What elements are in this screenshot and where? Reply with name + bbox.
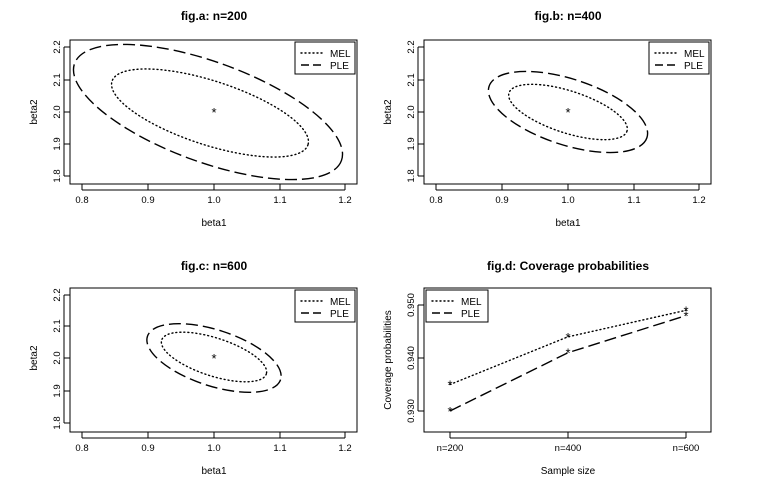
panel-d-ple-line — [449, 314, 687, 412]
panel-c-xtick: 1.1 — [273, 443, 286, 454]
panel-c-ytick: 2.2 — [52, 288, 63, 301]
panel-c-legend-box — [294, 289, 356, 323]
panel-b-axes — [417, 46, 700, 191]
panel-c-title: fig.c: n=600 — [181, 259, 248, 273]
panel-a-xtick: 1.1 — [273, 195, 286, 206]
panel-d: fig.d: Coverage probabilities n=200 n=40… — [383, 259, 712, 477]
panel-a-legend-box — [294, 41, 356, 75]
panel-a-mel-contour — [110, 68, 310, 158]
panel-c-legend: MEL PLE — [294, 289, 356, 323]
panel-b-center-point: * — [565, 105, 570, 120]
panel-b-ple-contour — [487, 70, 649, 154]
panel-d-xtick: n=400 — [555, 443, 582, 454]
panel-a-legend-mel-label: MEL — [330, 49, 351, 60]
panel-b-xtick: 0.9 — [495, 195, 508, 206]
panel-d-legend: MEL PLE — [425, 289, 489, 323]
panel-d-ple-point: * — [565, 346, 570, 361]
panel-b-legend: MEL PLE — [648, 41, 710, 75]
panel-d-mel-line — [449, 309, 687, 386]
panel-a-ylabel: beta2 — [29, 99, 40, 124]
panel-d-legend-ple-label: PLE — [461, 309, 480, 320]
panel-a-xtick: 0.9 — [141, 195, 154, 206]
panel-c-mel-contour — [160, 331, 268, 383]
panel-d-mel-point: * — [565, 330, 570, 345]
panel-b-ylabel: beta2 — [383, 99, 394, 124]
panel-a-ple-contour — [72, 43, 344, 181]
panel-c-xtick: 1.0 — [207, 443, 220, 454]
panel-c-xtick: 0.8 — [75, 443, 88, 454]
panel-b-xtick: 0.8 — [429, 195, 442, 206]
panel-a-legend: MEL PLE — [294, 41, 356, 75]
panel-b: fig.b: n=400 0.8 0.9 1.0 1.1 1.2 1.8 1.9… — [383, 9, 712, 229]
panel-d-ytick: 0.940 — [406, 346, 417, 370]
panel-b-ytick: 1.9 — [406, 137, 417, 150]
panel-a-xtick: 1.0 — [207, 195, 220, 206]
panel-a: fig.a: n=200 0.8 0.9 1.0 1.1 1.2 1.8 1.9… — [29, 9, 358, 229]
panel-c-axes — [63, 294, 346, 439]
panel-a-title: fig.a: n=200 — [181, 9, 248, 23]
panel-c-legend-ple-label: PLE — [330, 309, 349, 320]
panel-d-legend-mel-label: MEL — [461, 297, 482, 308]
panel-d-mel-point: * — [683, 303, 688, 318]
panel-c-ytick: 1.9 — [52, 384, 63, 397]
panel-b-xlabel: beta1 — [555, 218, 580, 229]
panel-c-legend-mel-label: MEL — [330, 297, 351, 308]
panel-a-legend-ple-label: PLE — [330, 61, 349, 72]
panel-d-xlabel: Sample size — [541, 466, 596, 477]
panel-d-legend-box — [425, 289, 489, 323]
panel-b-mel-contour — [507, 83, 629, 141]
panel-d-title: fig.d: Coverage probabilities — [487, 259, 649, 273]
panel-a-ytick: 2.1 — [52, 73, 63, 86]
panel-d-mel-point: * — [447, 378, 452, 393]
panel-b-title: fig.b: n=400 — [534, 9, 601, 23]
panel-b-legend-mel-label: MEL — [684, 49, 705, 60]
panel-c-xtick: 0.9 — [141, 443, 154, 454]
panel-a-xtick: 0.8 — [75, 195, 88, 206]
panel-b-ytick: 2.1 — [406, 73, 417, 86]
panel-b-ytick: 2.0 — [406, 105, 417, 118]
panel-a-xlabel: beta1 — [201, 218, 226, 229]
panel-d-xtick: n=200 — [437, 443, 464, 454]
panel-d-ytick: 0.950 — [406, 293, 417, 317]
panel-a-ytick: 1.9 — [52, 137, 63, 150]
panel-a-ytick: 2.0 — [52, 105, 63, 118]
panel-d-series: ****** — [447, 303, 688, 419]
panel-b-xtick: 1.2 — [692, 195, 705, 206]
panel-d-xtick: n=600 — [673, 443, 700, 454]
panel-d-ple-point: * — [683, 309, 688, 324]
panel-d-ple-point: * — [447, 404, 452, 419]
panel-c-xtick: 1.2 — [338, 443, 351, 454]
panel-c-ple-contour — [146, 322, 282, 394]
panel-b-ytick: 1.8 — [406, 169, 417, 182]
panel-d-axes — [417, 304, 687, 439]
panel-c-ylabel: beta2 — [29, 345, 40, 370]
panel-a-xtick: 1.2 — [338, 195, 351, 206]
panel-a-ytick: 1.8 — [52, 169, 63, 182]
panel-b-legend-box — [648, 41, 710, 75]
panel-b-ytick: 2.2 — [406, 40, 417, 53]
panel-c-center-point: * — [211, 351, 216, 366]
panel-d-ylabel: Coverage probabilities — [383, 310, 394, 410]
panel-d-ytick: 0.930 — [406, 399, 417, 423]
panel-a-ytick: 2.2 — [52, 40, 63, 53]
panel-c-ytick: 1.8 — [52, 416, 63, 429]
panel-a-axes — [63, 46, 346, 191]
panel-b-legend-ple-label: PLE — [684, 61, 703, 72]
panel-c: fig.c: n=600 0.8 0.9 1.0 1.1 1.2 1.8 1.9… — [29, 259, 358, 477]
panel-a-center-point: * — [211, 105, 216, 120]
panel-c-xlabel: beta1 — [201, 466, 226, 477]
panel-c-ytick: 2.1 — [52, 319, 63, 332]
panel-b-xtick: 1.0 — [561, 195, 574, 206]
panel-b-xtick: 1.1 — [627, 195, 640, 206]
panel-c-ytick: 2.0 — [52, 351, 63, 364]
